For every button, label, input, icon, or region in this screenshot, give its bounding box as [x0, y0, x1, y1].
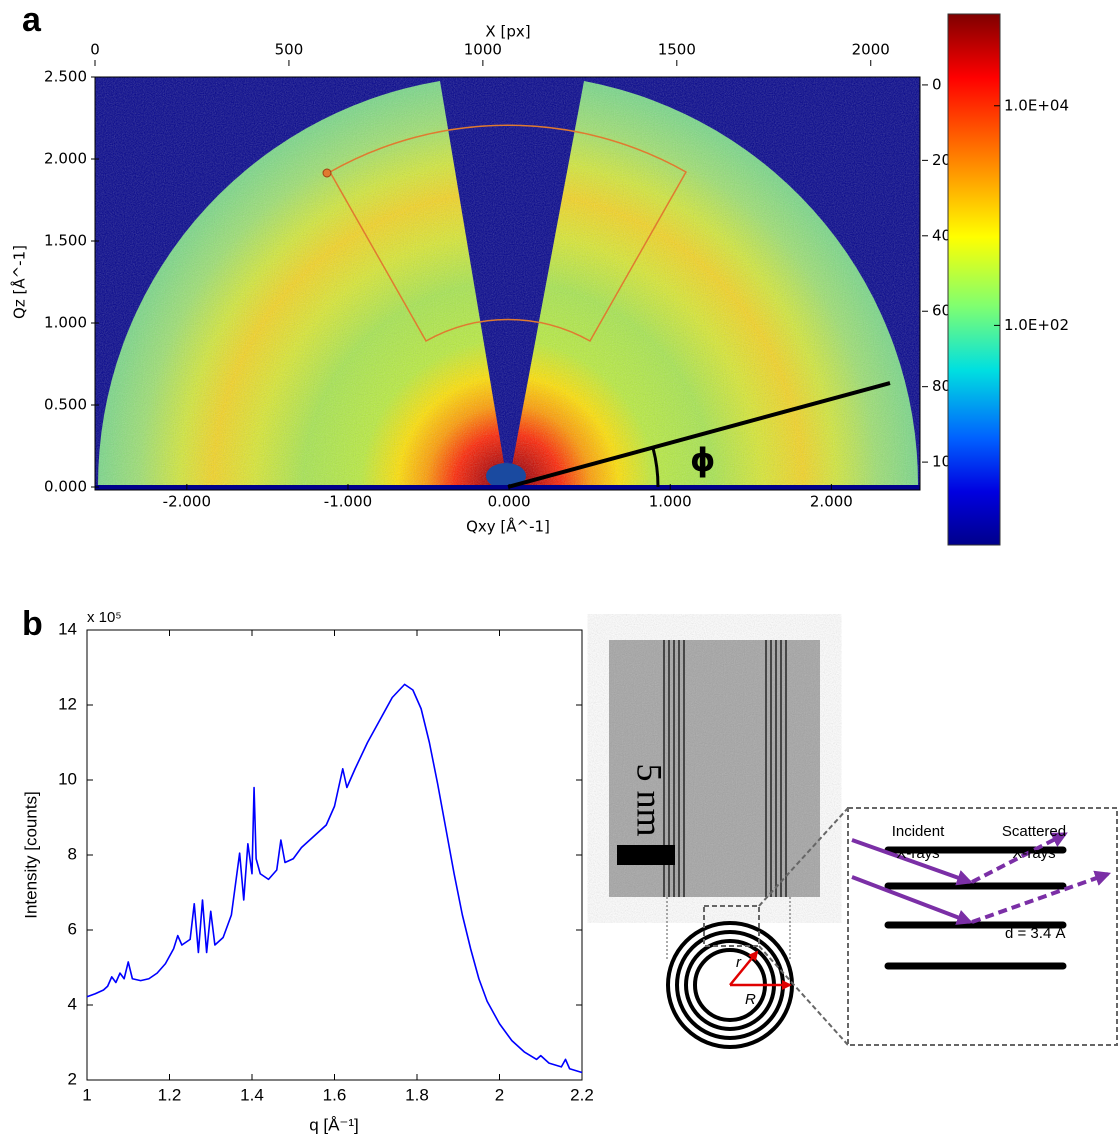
y-axis-label: Qz [Å^-1]	[10, 245, 29, 319]
guide-lines	[666, 897, 791, 960]
graphene-layers	[884, 846, 1067, 970]
incident-label: Incident	[892, 823, 945, 840]
y-tick-label: 10	[58, 769, 77, 788]
y2-tick-label: 20	[932, 151, 951, 169]
beam-stop	[486, 463, 526, 489]
x2-tick-label: 1000	[464, 41, 502, 59]
scattered-label: X-rays	[1012, 845, 1055, 862]
y-tick-label: 2	[68, 1069, 77, 1088]
angle-arc	[651, 447, 660, 488]
x-tick-label: 1.2	[158, 1085, 182, 1104]
x-tick-label: 2.000	[810, 493, 853, 511]
y2-tick-label: 40	[932, 226, 951, 244]
zoom-line	[758, 945, 849, 1046]
zoom-box	[703, 905, 760, 947]
y-axis-label: Intensity [counts]	[21, 791, 40, 919]
incident-label: X-rays	[896, 845, 939, 862]
roi	[328, 124, 688, 343]
x-tick-label: 1.8	[405, 1085, 429, 1104]
roi-handle	[322, 168, 332, 178]
detector-image	[95, 77, 920, 490]
x-tick-label: 0.000	[488, 493, 531, 511]
tem-image: 5 nm	[609, 640, 820, 897]
noise	[95, 77, 920, 490]
y-tick-label: 8	[68, 844, 77, 863]
y-tick-label: 6	[68, 919, 77, 938]
x-tick-label: 2.2	[570, 1085, 594, 1104]
y-tick-label: 14	[58, 619, 77, 638]
x-tick-label: 2	[495, 1085, 504, 1104]
x-tick-label: 1.6	[323, 1085, 347, 1104]
tube-walls	[663, 640, 787, 897]
x-axis-label: Qxy [Å^-1]	[466, 517, 550, 536]
data-line	[86, 683, 583, 1074]
y-tick-label: 4	[68, 994, 77, 1013]
x2-tick-label: 2000	[852, 41, 890, 59]
xray-arrows	[851, 832, 1112, 925]
y2-tick-label: 10	[932, 453, 951, 471]
axis-multiplier: x 10⁵	[87, 609, 122, 626]
y-tick-label: 2.000	[44, 150, 87, 168]
plot-frame	[86, 629, 583, 1081]
x2-tick-label: 500	[275, 41, 304, 59]
inner-radius-label: r	[736, 954, 742, 971]
y-tick-label: 1.000	[44, 314, 87, 332]
y2-tick-label: 80	[932, 377, 951, 395]
spacing-label: d = 3.4 Å	[1005, 925, 1065, 942]
x2-tick-label: 0	[90, 41, 100, 59]
x2-axis-label: X [px]	[485, 23, 530, 41]
y2-tick-label: 0	[932, 75, 942, 93]
outer-radius-label: R	[745, 991, 756, 1008]
colorbar-tick-label: 1.0E+02	[1004, 316, 1069, 334]
y-tick-label: 1.500	[44, 232, 87, 250]
x-tick-label: 1.4	[240, 1085, 264, 1104]
scale-label: 5 nm	[630, 763, 670, 836]
colorbar-tick-label: 1.0E+04	[1004, 96, 1069, 114]
y-tick-label: 0.000	[44, 478, 87, 496]
y2-tick-label: 60	[932, 302, 951, 320]
y-tick-label: 2.500	[44, 68, 87, 86]
radius-arrow	[729, 950, 759, 986]
horizon	[95, 485, 920, 490]
y-tick-label: 0.500	[44, 396, 87, 414]
scale-bar	[617, 845, 675, 865]
x-tick-label: 1.000	[649, 493, 692, 511]
angle-line	[507, 381, 891, 489]
x-tick-label: 1	[82, 1085, 91, 1104]
colorbar	[947, 13, 1001, 546]
panel-label: b	[22, 605, 43, 643]
zoom-line	[758, 807, 849, 907]
plot-frame	[94, 76, 921, 491]
x-tick-label: -2.000	[163, 493, 211, 511]
x-axis-label: q [Å⁻¹]	[309, 1115, 359, 1134]
x-tick-label: -1.000	[324, 493, 372, 511]
panel-label: a	[22, 1, 42, 39]
angle-label: ϕ	[690, 441, 715, 479]
x2-tick-label: 1500	[658, 41, 696, 59]
y-tick-label: 12	[58, 694, 77, 713]
scattered-label: Scattered	[1002, 823, 1066, 840]
